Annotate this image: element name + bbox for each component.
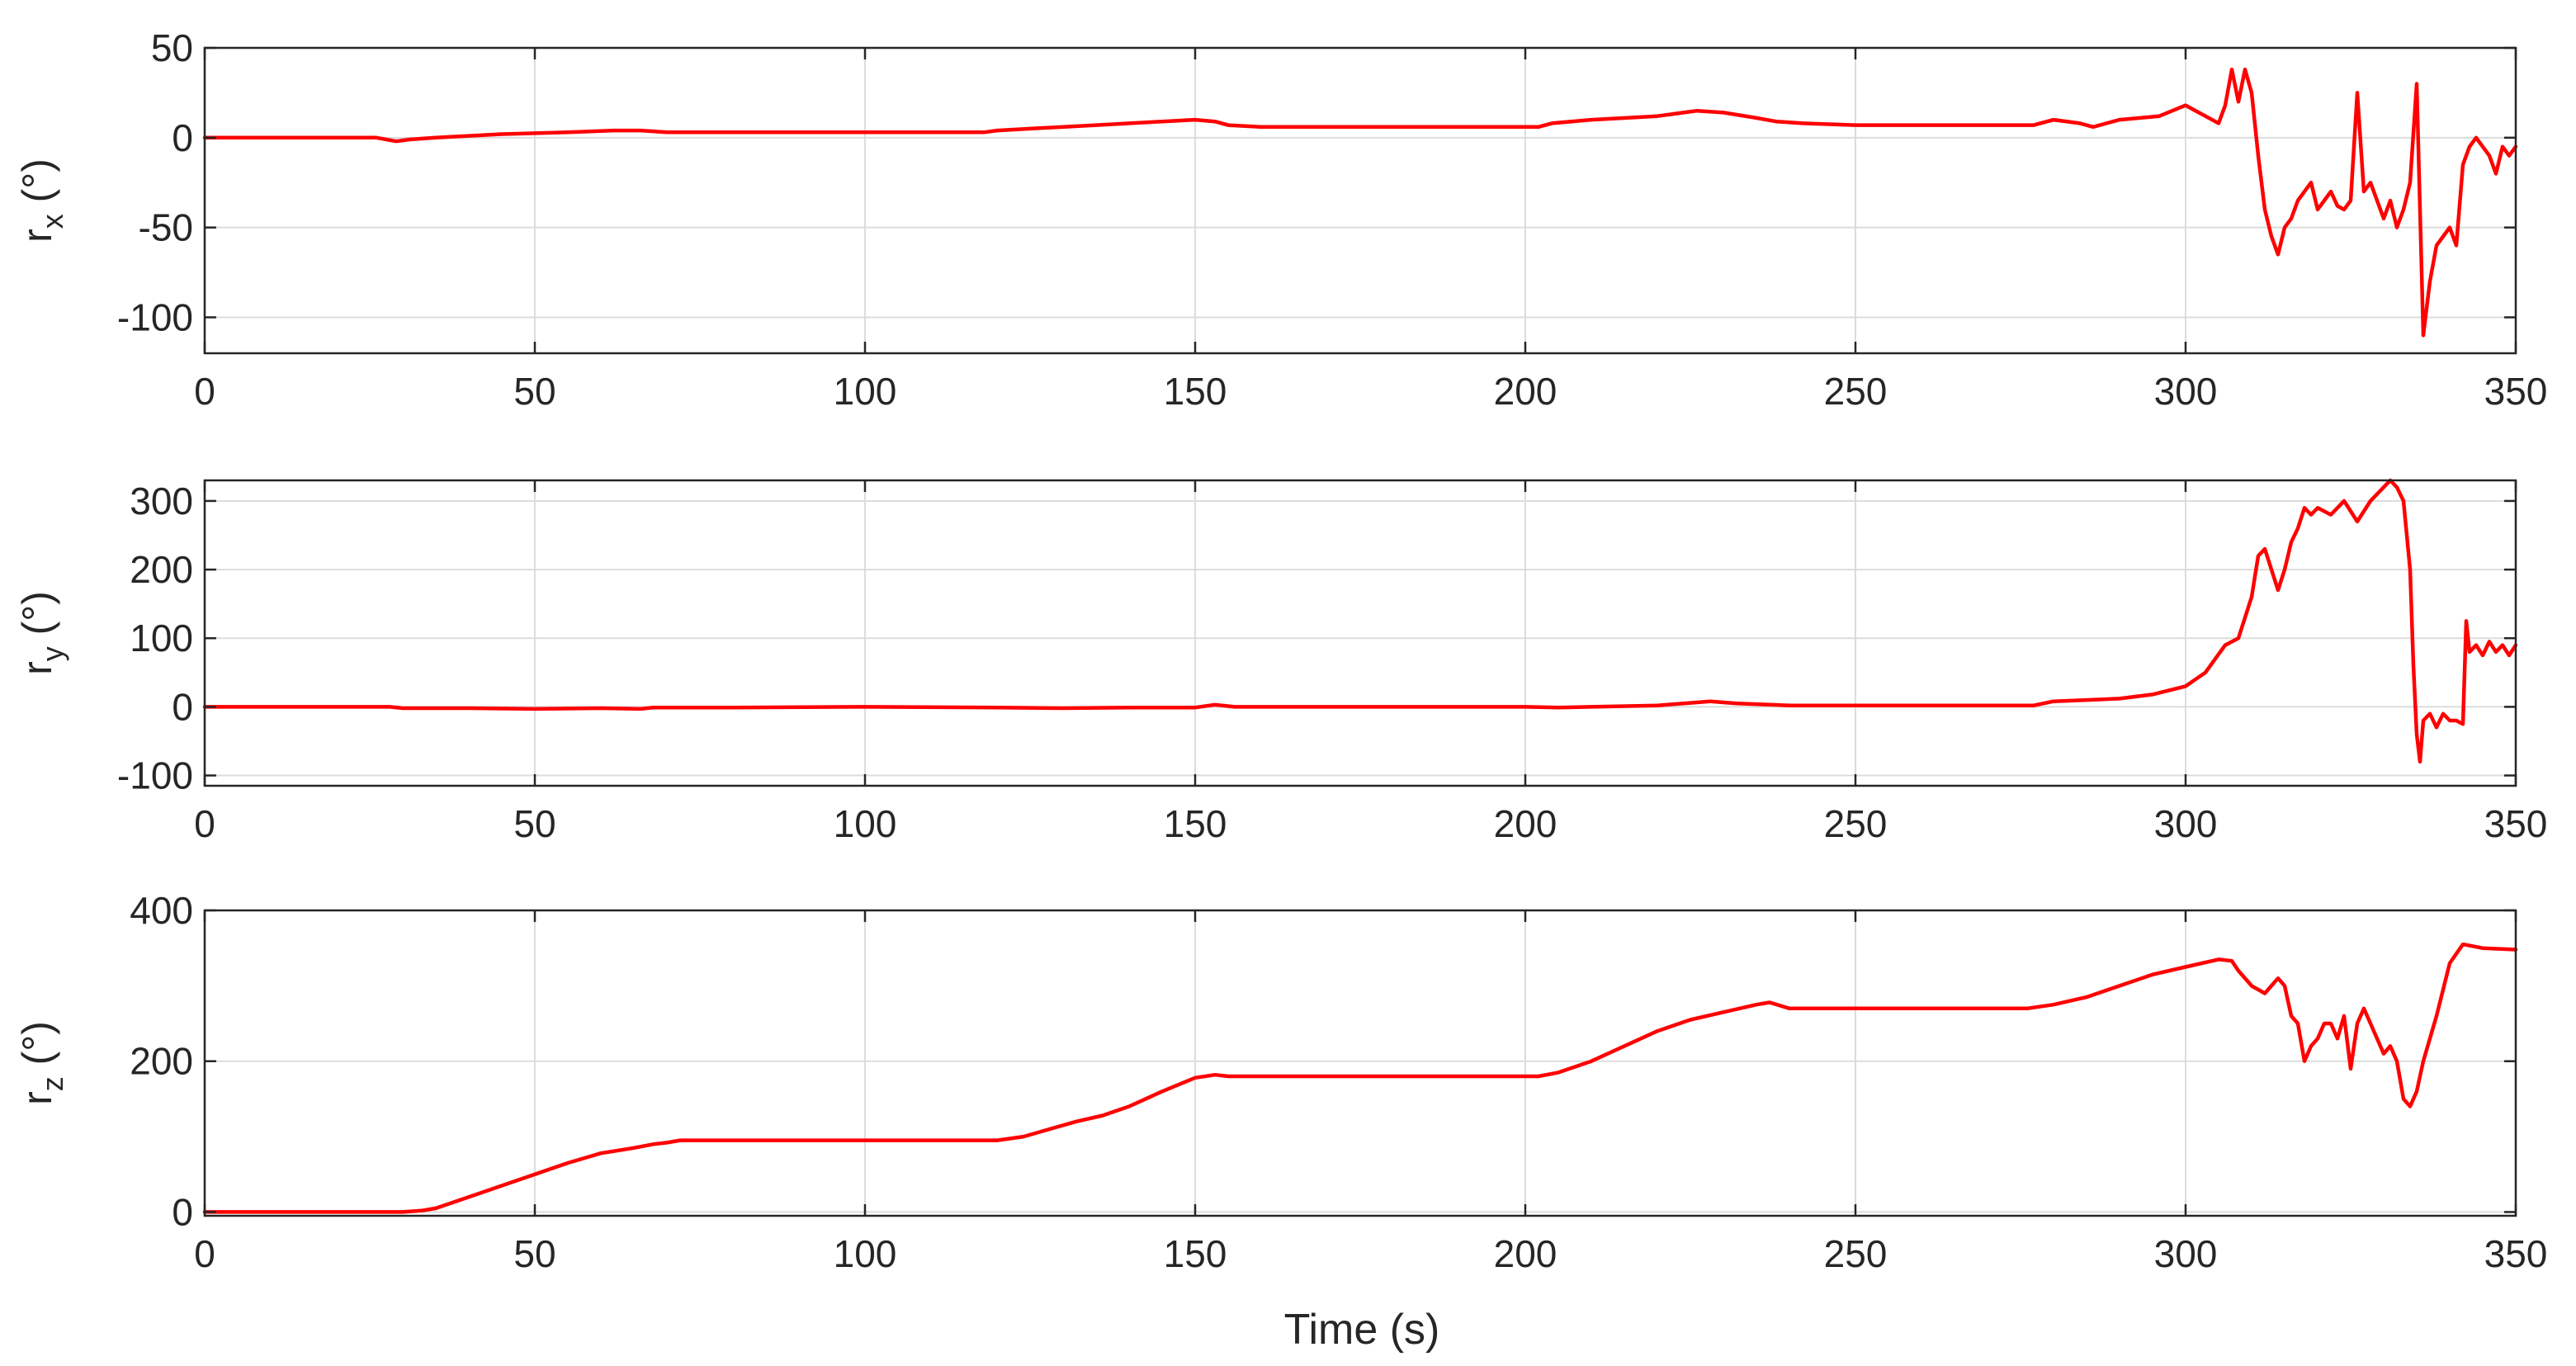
x-tick-label: 300 <box>2154 802 2218 845</box>
y-tick-label: 100 <box>130 617 193 659</box>
x-tick-label: 300 <box>2154 370 2218 413</box>
axes-frame <box>203 46 2517 355</box>
x-tick-label: 250 <box>1824 1232 1888 1275</box>
y-tick-label: 0 <box>172 1190 193 1233</box>
x-tick-label: 350 <box>2484 1232 2548 1275</box>
x-tick-label: 0 <box>194 370 215 413</box>
x-tick-label: 150 <box>1164 370 1227 413</box>
x-tick-label: 50 <box>513 1232 555 1275</box>
subplot-z: 0 50 100 150 200 250 300 350 400 200 0 rz (°) <box>14 889 2547 1275</box>
y-tick-label: -50 <box>139 206 193 249</box>
x-tick-label: 0 <box>194 802 215 845</box>
x-tick-label: 200 <box>1494 1232 1557 1275</box>
x-tick-label: 100 <box>834 802 897 845</box>
y-axis-label: rz (°) <box>14 1021 69 1105</box>
y-tick-label: 50 <box>151 26 193 69</box>
x-tick-label: 350 <box>2484 802 2548 845</box>
series-line-rx <box>202 67 2518 338</box>
y-tick-label: -100 <box>117 754 193 797</box>
axes-frame <box>203 909 2517 1217</box>
x-tick-label: 200 <box>1494 802 1557 845</box>
y-tick-label: 200 <box>130 548 193 591</box>
x-tick-label: 150 <box>1164 802 1227 845</box>
y-tick-label: 400 <box>130 889 193 932</box>
x-tick-label: 250 <box>1824 802 1888 845</box>
x-tick-label: 50 <box>513 802 555 845</box>
x-tick-label: 250 <box>1824 370 1888 413</box>
y-tick-label: 300 <box>130 480 193 522</box>
x-tick-label: 0 <box>194 1232 215 1275</box>
y-tick-label: 0 <box>172 685 193 728</box>
y-tick-label: 200 <box>130 1040 193 1083</box>
x-axis-label: Time (s) <box>1284 1306 1440 1354</box>
subplots-layer: 0 50 100 150 200 250 300 350 50 0 -50 -100 rx (°) 0 50… <box>14 26 2547 1275</box>
subplot-x: 0 50 100 150 200 250 300 350 50 0 -50 -100 rx (°) <box>14 26 2547 413</box>
x-tick-label: 150 <box>1164 1232 1227 1275</box>
x-tick-label: 100 <box>834 370 897 413</box>
x-tick-label: 300 <box>2154 1232 2218 1275</box>
x-tick-label: 350 <box>2484 370 2548 413</box>
y-axis-label: ry (°) <box>14 591 69 675</box>
y-tick-label: -100 <box>117 295 193 338</box>
y-tick-label: 0 <box>172 116 193 159</box>
series-line-rz <box>202 942 2518 1214</box>
axes-frame <box>203 479 2517 787</box>
x-tick-label: 100 <box>834 1232 897 1275</box>
x-tick-label: 200 <box>1494 370 1557 413</box>
y-axis-label: rx (°) <box>14 158 69 243</box>
series-line-ry <box>202 478 2518 764</box>
x-tick-label: 50 <box>513 370 555 413</box>
